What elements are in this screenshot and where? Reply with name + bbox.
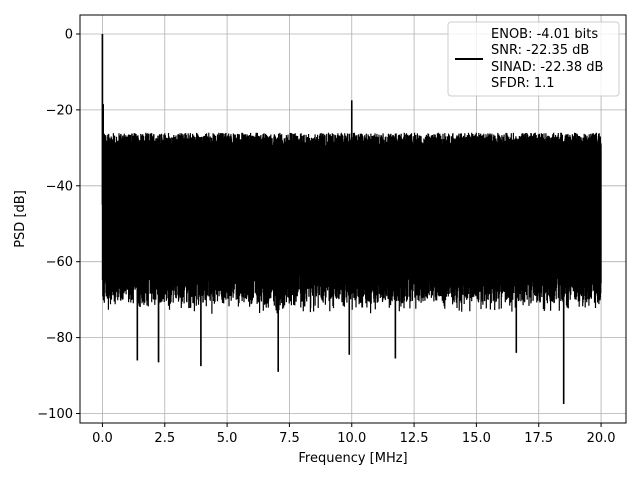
legend-entry-snr: SNR: -22.35 dB (491, 43, 589, 58)
x-tick-label: 20.0 (587, 431, 616, 446)
x-tick-label: 7.5 (279, 431, 300, 446)
x-tick-label: 5.0 (217, 431, 238, 446)
x-tick-label: 17.5 (524, 431, 553, 446)
plot-frame (79, 14, 627, 424)
x-tick-label: 12.5 (400, 431, 429, 446)
legend-box (447, 21, 620, 97)
x-axis: 0.0 2.5 5.0 7.5 10.0 12.5 15.0 17.5 20.0 (92, 423, 616, 446)
x-tick-label: 15.0 (462, 431, 491, 446)
legend-entry-sinad: SINAD: -22.38 dB (491, 60, 603, 75)
x-tick-label: 2.5 (154, 431, 175, 446)
legend: ENOB: -4.01 bits SNR: -22.35 dB SINAD: -… (447, 21, 620, 97)
psd-series-line (101, 34, 602, 404)
x-axis-label: Frequency [MHz] (298, 451, 407, 466)
legend-entry-enob: ENOB: -4.01 bits (491, 27, 598, 42)
x-tick-label: 0.0 (92, 431, 113, 446)
y-tick-label: 0 (65, 27, 73, 42)
y-axis-label: PSD [dB] (13, 190, 28, 248)
y-tick-label: −20 (46, 103, 73, 118)
psd-trace (101, 33, 602, 405)
y-axis: 0 −20 −40 −60 −80 −100 (37, 27, 80, 422)
y-tick-label: −60 (46, 255, 73, 270)
y-tick-label: −100 (37, 407, 73, 422)
y-tick-label: −40 (46, 179, 73, 194)
x-tick-label: 10.0 (337, 431, 366, 446)
legend-entry-sfdr: SFDR: 1.1 (491, 76, 555, 91)
y-tick-label: −80 (46, 331, 73, 346)
